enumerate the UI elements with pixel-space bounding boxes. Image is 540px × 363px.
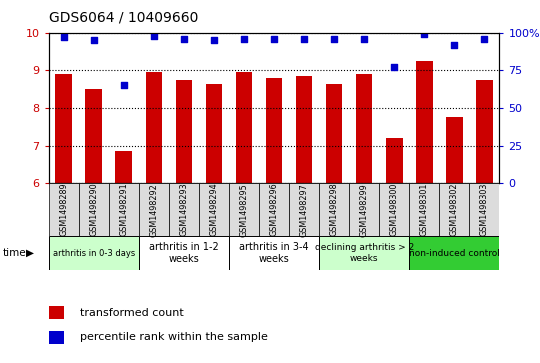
Point xyxy=(119,82,128,88)
Bar xyxy=(409,183,440,236)
Bar xyxy=(259,183,289,236)
Bar xyxy=(56,74,72,183)
Bar xyxy=(236,72,252,183)
Bar xyxy=(469,183,500,236)
Bar xyxy=(109,183,139,236)
Point xyxy=(150,33,158,38)
Text: transformed count: transformed count xyxy=(80,307,184,318)
Point xyxy=(420,31,429,37)
Bar xyxy=(289,183,319,236)
Bar xyxy=(446,117,463,183)
Text: arthritis in 1-2
weeks: arthritis in 1-2 weeks xyxy=(149,242,219,264)
Bar xyxy=(379,183,409,236)
Bar xyxy=(349,183,379,236)
Text: GSM1498298: GSM1498298 xyxy=(329,183,339,236)
Point xyxy=(390,64,399,70)
FancyBboxPatch shape xyxy=(409,236,500,270)
Bar xyxy=(79,183,109,236)
Text: ▶: ▶ xyxy=(26,248,34,258)
FancyBboxPatch shape xyxy=(49,236,139,270)
Text: percentile rank within the sample: percentile rank within the sample xyxy=(80,332,268,342)
Bar xyxy=(199,183,229,236)
Point xyxy=(179,36,188,42)
Bar xyxy=(229,183,259,236)
Text: arthritis in 3-4
weeks: arthritis in 3-4 weeks xyxy=(239,242,309,264)
Bar xyxy=(416,61,433,183)
Text: GSM1498300: GSM1498300 xyxy=(390,183,399,236)
Bar xyxy=(319,183,349,236)
Point xyxy=(210,37,218,43)
Text: GSM1498295: GSM1498295 xyxy=(239,183,248,237)
Bar xyxy=(49,306,64,319)
Text: GSM1498299: GSM1498299 xyxy=(360,183,369,237)
Bar xyxy=(326,83,342,183)
Text: arthritis in 0-3 days: arthritis in 0-3 days xyxy=(52,249,135,258)
Bar xyxy=(85,89,102,183)
Point xyxy=(450,42,458,48)
FancyBboxPatch shape xyxy=(319,236,409,270)
Bar xyxy=(49,331,64,344)
Text: GSM1498303: GSM1498303 xyxy=(480,183,489,236)
Bar xyxy=(139,183,169,236)
Text: GSM1498290: GSM1498290 xyxy=(89,183,98,236)
Bar xyxy=(440,183,469,236)
Bar xyxy=(146,72,162,183)
Text: GSM1498291: GSM1498291 xyxy=(119,183,129,236)
Point xyxy=(360,36,368,42)
Bar xyxy=(266,78,282,183)
Bar xyxy=(49,183,79,236)
Point xyxy=(330,36,339,42)
Text: time: time xyxy=(3,248,26,258)
Text: non-induced control: non-induced control xyxy=(409,249,500,258)
FancyBboxPatch shape xyxy=(139,236,229,270)
Text: GSM1498294: GSM1498294 xyxy=(210,183,218,236)
Bar xyxy=(176,80,192,183)
Bar xyxy=(206,83,222,183)
Point xyxy=(90,37,98,43)
Bar xyxy=(169,183,199,236)
Text: GSM1498293: GSM1498293 xyxy=(179,183,188,236)
Point xyxy=(300,36,308,42)
Text: GSM1498301: GSM1498301 xyxy=(420,183,429,236)
Point xyxy=(59,34,68,40)
Text: GSM1498297: GSM1498297 xyxy=(300,183,308,237)
FancyBboxPatch shape xyxy=(229,236,319,270)
Bar xyxy=(356,74,373,183)
Text: GDS6064 / 10409660: GDS6064 / 10409660 xyxy=(49,11,198,25)
Text: GSM1498289: GSM1498289 xyxy=(59,183,68,236)
Point xyxy=(480,36,489,42)
Bar xyxy=(296,76,312,183)
Point xyxy=(269,36,279,42)
Bar xyxy=(386,138,402,183)
Text: declining arthritis > 2
weeks: declining arthritis > 2 weeks xyxy=(315,244,414,263)
Text: GSM1498292: GSM1498292 xyxy=(149,183,158,237)
Text: GSM1498296: GSM1498296 xyxy=(269,183,279,236)
Text: GSM1498302: GSM1498302 xyxy=(450,183,459,236)
Bar xyxy=(116,151,132,183)
Point xyxy=(240,36,248,42)
Bar xyxy=(476,80,492,183)
